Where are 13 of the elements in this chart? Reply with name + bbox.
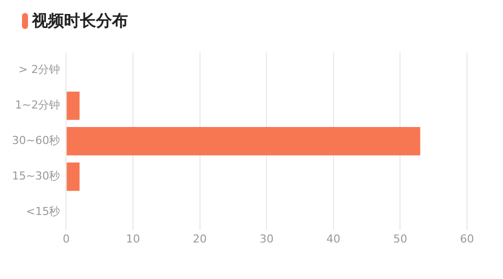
- x-tick-label: 60: [460, 232, 474, 246]
- y-tick-label: <15秒: [26, 204, 60, 218]
- y-tick-label: 15~30秒: [12, 170, 60, 182]
- x-tick-label: 40: [326, 232, 340, 246]
- y-tick-label: 30~60秒: [12, 134, 60, 148]
- x-tick-label: 10: [126, 232, 140, 246]
- x-tick-label: 20: [192, 232, 207, 246]
- chart-title: 视频时长分布: [32, 10, 128, 32]
- x-tick-label: 0: [62, 232, 70, 246]
- y-tick-label: > 2分钟: [18, 63, 60, 76]
- y-tick-label: 1~2分钟: [14, 98, 60, 112]
- x-tick-label: 30: [260, 232, 274, 246]
- x-tick-label: 50: [393, 232, 408, 246]
